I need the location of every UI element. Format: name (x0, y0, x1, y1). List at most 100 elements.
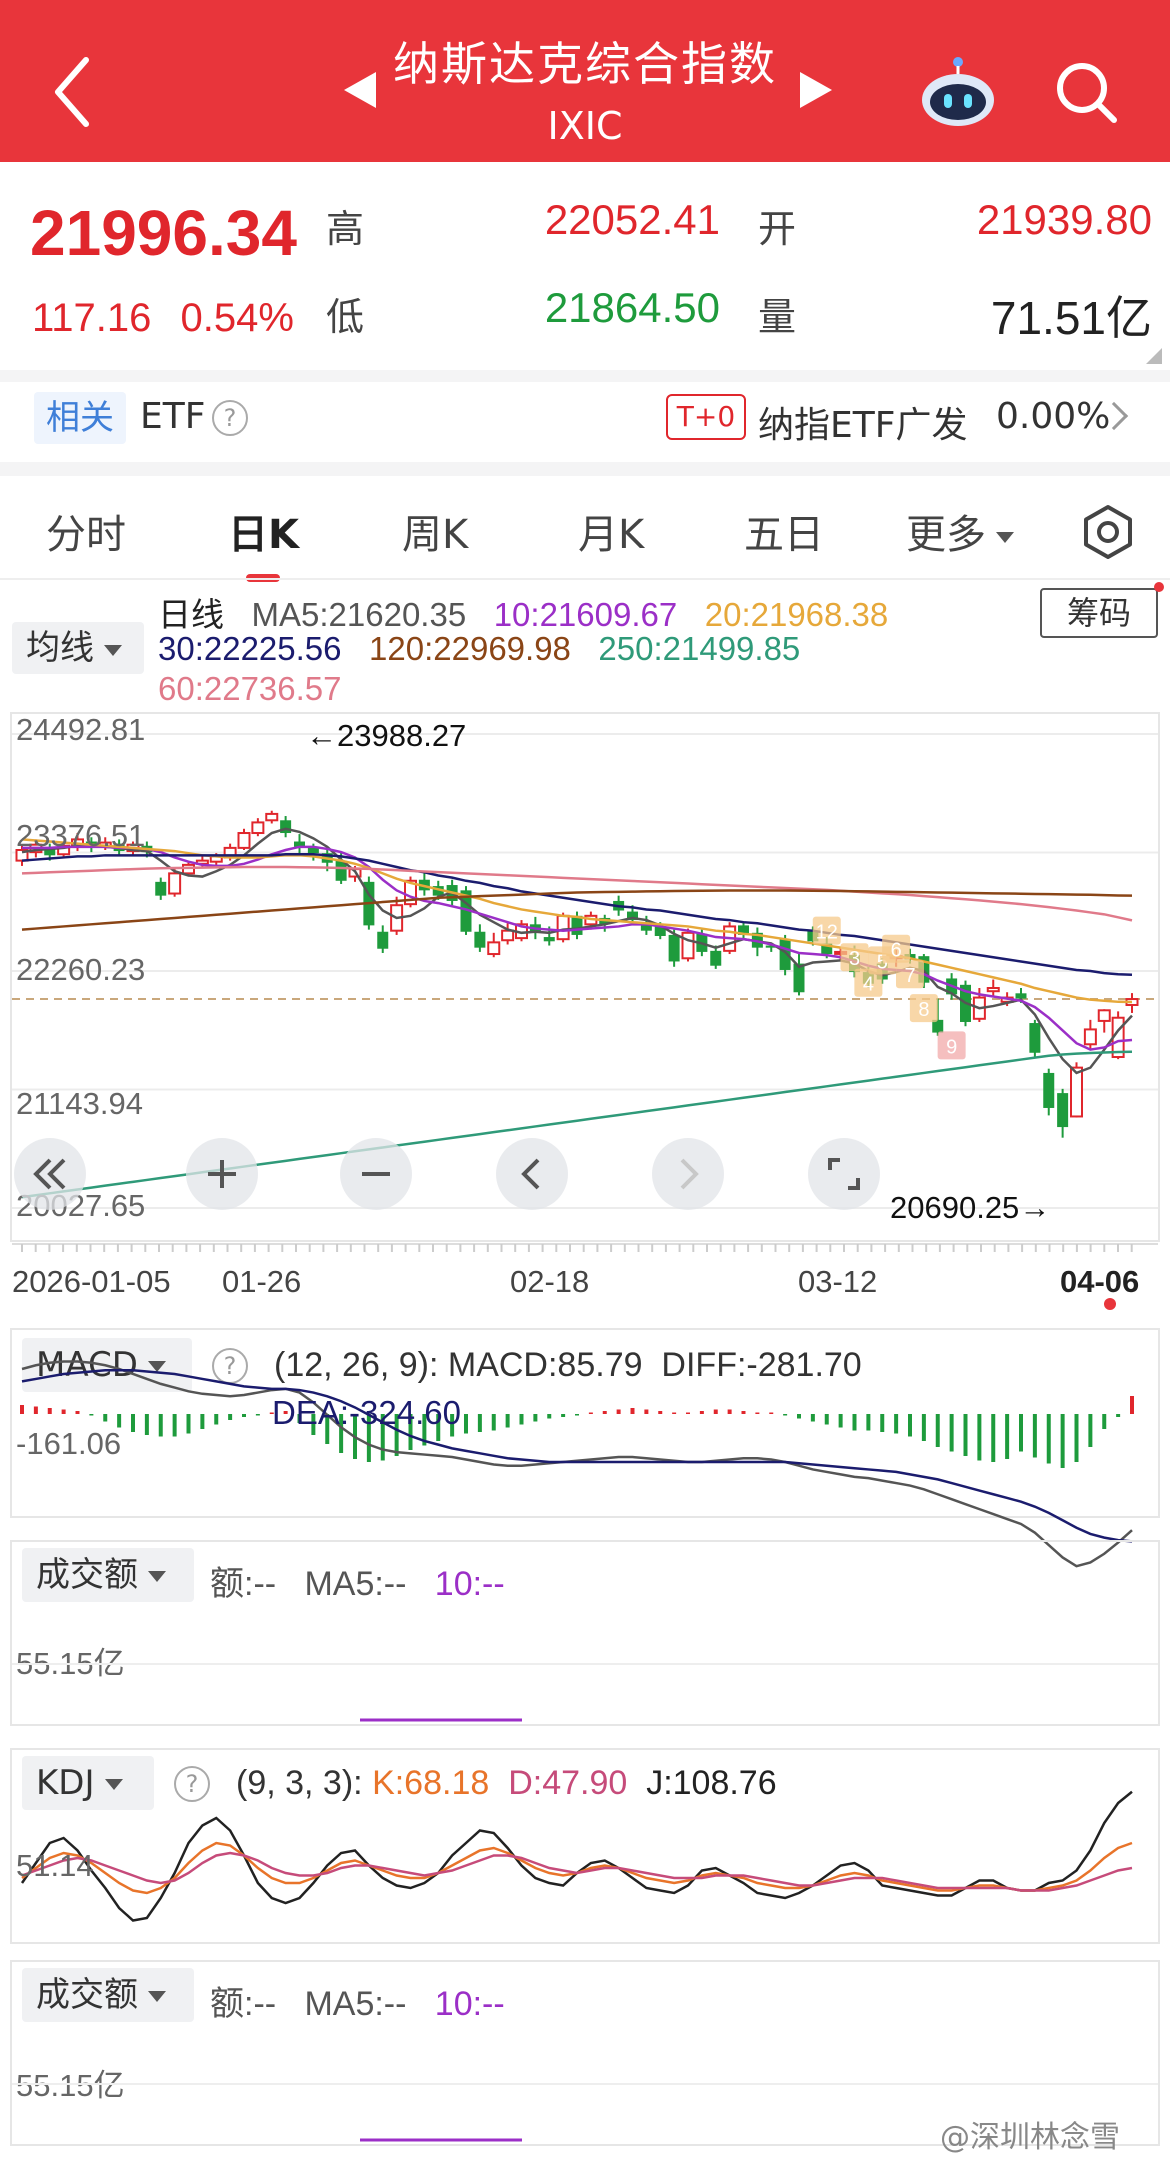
kdj-axis-label: 51.14 (16, 1848, 94, 1883)
candle-body (1057, 1093, 1069, 1128)
sequence-marker-label: 9 (946, 1036, 957, 1058)
zoom-in-button[interactable] (186, 1138, 258, 1210)
expand-corner-icon[interactable] (1146, 348, 1162, 364)
candle-body (932, 1019, 944, 1033)
tab-more[interactable]: 更多 (906, 502, 1014, 560)
ma-legend-ma60: 60:22736.57 (158, 670, 342, 707)
chevron-down-icon (104, 1779, 123, 1790)
tab-daily-k[interactable]: 日K (228, 512, 299, 558)
change-value: 117.16 (32, 296, 152, 340)
y-tick-3: 22260.23 (16, 952, 146, 987)
turnover-2-ma10: 10:-- (434, 1985, 505, 2023)
watermark-text: @深圳林念雪 (940, 2120, 1120, 2155)
candle-body (1015, 993, 1027, 999)
turnover-2-ma5: MA5:-- (304, 1985, 407, 2023)
candle-body (571, 915, 583, 935)
turnover-chart (12, 1663, 1158, 1722)
next-index-icon[interactable] (800, 72, 832, 108)
macd-chart (20, 1360, 1134, 1568)
sequence-marker-box (896, 960, 924, 989)
turnover-2-axis-label: 55.15亿 (16, 2068, 125, 2103)
search-icon[interactable] (1054, 60, 1120, 126)
ma-legend: 日线 MA5:21620.35 10:21609.67 20:21968.38 … (0, 582, 1170, 708)
diff-value: DIFF:-281.70 (661, 1346, 862, 1384)
tabs-divider (0, 578, 1170, 580)
scroll-left-button[interactable] (496, 1138, 568, 1210)
prev-index-icon[interactable] (344, 72, 376, 108)
candle-body (710, 950, 722, 966)
turnover-dropdown-2-label: 成交额 (36, 1975, 138, 2015)
top-bar: 纳斯达克综合指数 IXIC (0, 0, 1170, 162)
sequence-marker: 6 (882, 934, 911, 963)
robot-assistant-icon[interactable] (918, 56, 998, 128)
candle-body (821, 943, 833, 955)
ma-legend-row-3: 60:22736.57 (158, 670, 342, 708)
fullscreen-button[interactable] (808, 1138, 880, 1210)
candle-body (237, 832, 251, 849)
help-icon[interactable]: ? (212, 400, 248, 436)
ma-select-dropdown[interactable]: 均线 (12, 622, 144, 674)
x-tick-5: 04-06 (1060, 1264, 1140, 1299)
candle-body (627, 911, 638, 921)
macd-param-text: (12, 26, 9): (274, 1346, 439, 1384)
back-icon[interactable] (44, 52, 104, 132)
y-tick-4: 21143.94 (16, 1086, 143, 1121)
sequence-marker: 12 (812, 916, 841, 945)
tab-minute[interactable]: 分时 (46, 512, 126, 558)
turnover-2-amount: 额:-- (210, 1985, 277, 2023)
change-percent: 0.54% (180, 296, 294, 340)
turnover-values: 额:-- MA5:-- 10:-- (210, 1556, 505, 1605)
chevron-right-icon (680, 1158, 699, 1190)
sequence-marker-label: 4 (863, 974, 874, 996)
x-tick-3: 02-18 (510, 1264, 590, 1299)
kdj-dropdown[interactable]: KDJ (22, 1756, 154, 1810)
x-axis-ticks (12, 1243, 1158, 1252)
tab-weekly-k[interactable]: 周K (402, 512, 469, 558)
tab-monthly-k[interactable]: 月K (578, 512, 645, 558)
candle-body (1097, 1009, 1111, 1022)
scroll-left-fast-button[interactable] (14, 1138, 86, 1210)
turnover-amount: 额:-- (210, 1565, 277, 1603)
chip-distribution-button[interactable]: 筹码 (1040, 588, 1158, 638)
sequence-marker-label: 12 (816, 922, 838, 944)
kdj-d-line (21, 1851, 1133, 1892)
dea-value: DEA:-324.60 (272, 1394, 461, 1431)
candle-body (265, 812, 279, 822)
sequence-marker-label: 7 (904, 965, 915, 987)
zoom-out-button[interactable] (340, 1138, 412, 1210)
macd-axis-label: -161.06 (16, 1426, 122, 1461)
volume-value: 71.51亿 (990, 292, 1152, 344)
settings-icon[interactable] (1080, 504, 1136, 560)
chevron-down-icon (148, 1991, 166, 2002)
related-etf-row[interactable]: 相关 ETF ? T+0 纳指ETF广发 0.00% (0, 384, 1170, 462)
turnover-dropdown-2[interactable]: 成交额 (22, 1968, 194, 2022)
candle-body (779, 939, 791, 970)
open-value: 21939.80 (976, 196, 1152, 243)
candle-body (556, 914, 570, 941)
etf-label: ETF (140, 396, 206, 437)
candle-body (668, 934, 680, 962)
sequence-marker: 4 (854, 968, 883, 997)
kdj-help-icon[interactable]: ? (174, 1766, 210, 1802)
sequence-marker: 9 (937, 1031, 966, 1060)
scroll-right-button[interactable] (652, 1138, 724, 1210)
candle-body (1029, 1023, 1041, 1053)
sequence-marker-box (909, 994, 938, 1023)
candle-body (251, 821, 265, 835)
candle-body (738, 925, 749, 935)
sequence-marker-box (937, 1031, 966, 1060)
macd-panel-frame (10, 1328, 1160, 1518)
candle-body (168, 872, 182, 895)
sequence-marker: 8 (909, 994, 938, 1023)
high-annotation: ←23988.27 (306, 718, 467, 753)
turnover-dropdown[interactable]: 成交额 (22, 1548, 194, 1602)
etf-change: 0.00% (996, 396, 1111, 437)
ma-legend-ma10: 10:21609.67 (493, 596, 678, 633)
last-price: 21996.34 (30, 197, 297, 269)
sequence-marker: 7 (896, 960, 924, 989)
double-chevron-left-icon (33, 1158, 66, 1190)
tab-five-day[interactable]: 五日 (744, 512, 824, 558)
diff-line (21, 1360, 1133, 1568)
low-value: 21864.50 (544, 284, 720, 331)
